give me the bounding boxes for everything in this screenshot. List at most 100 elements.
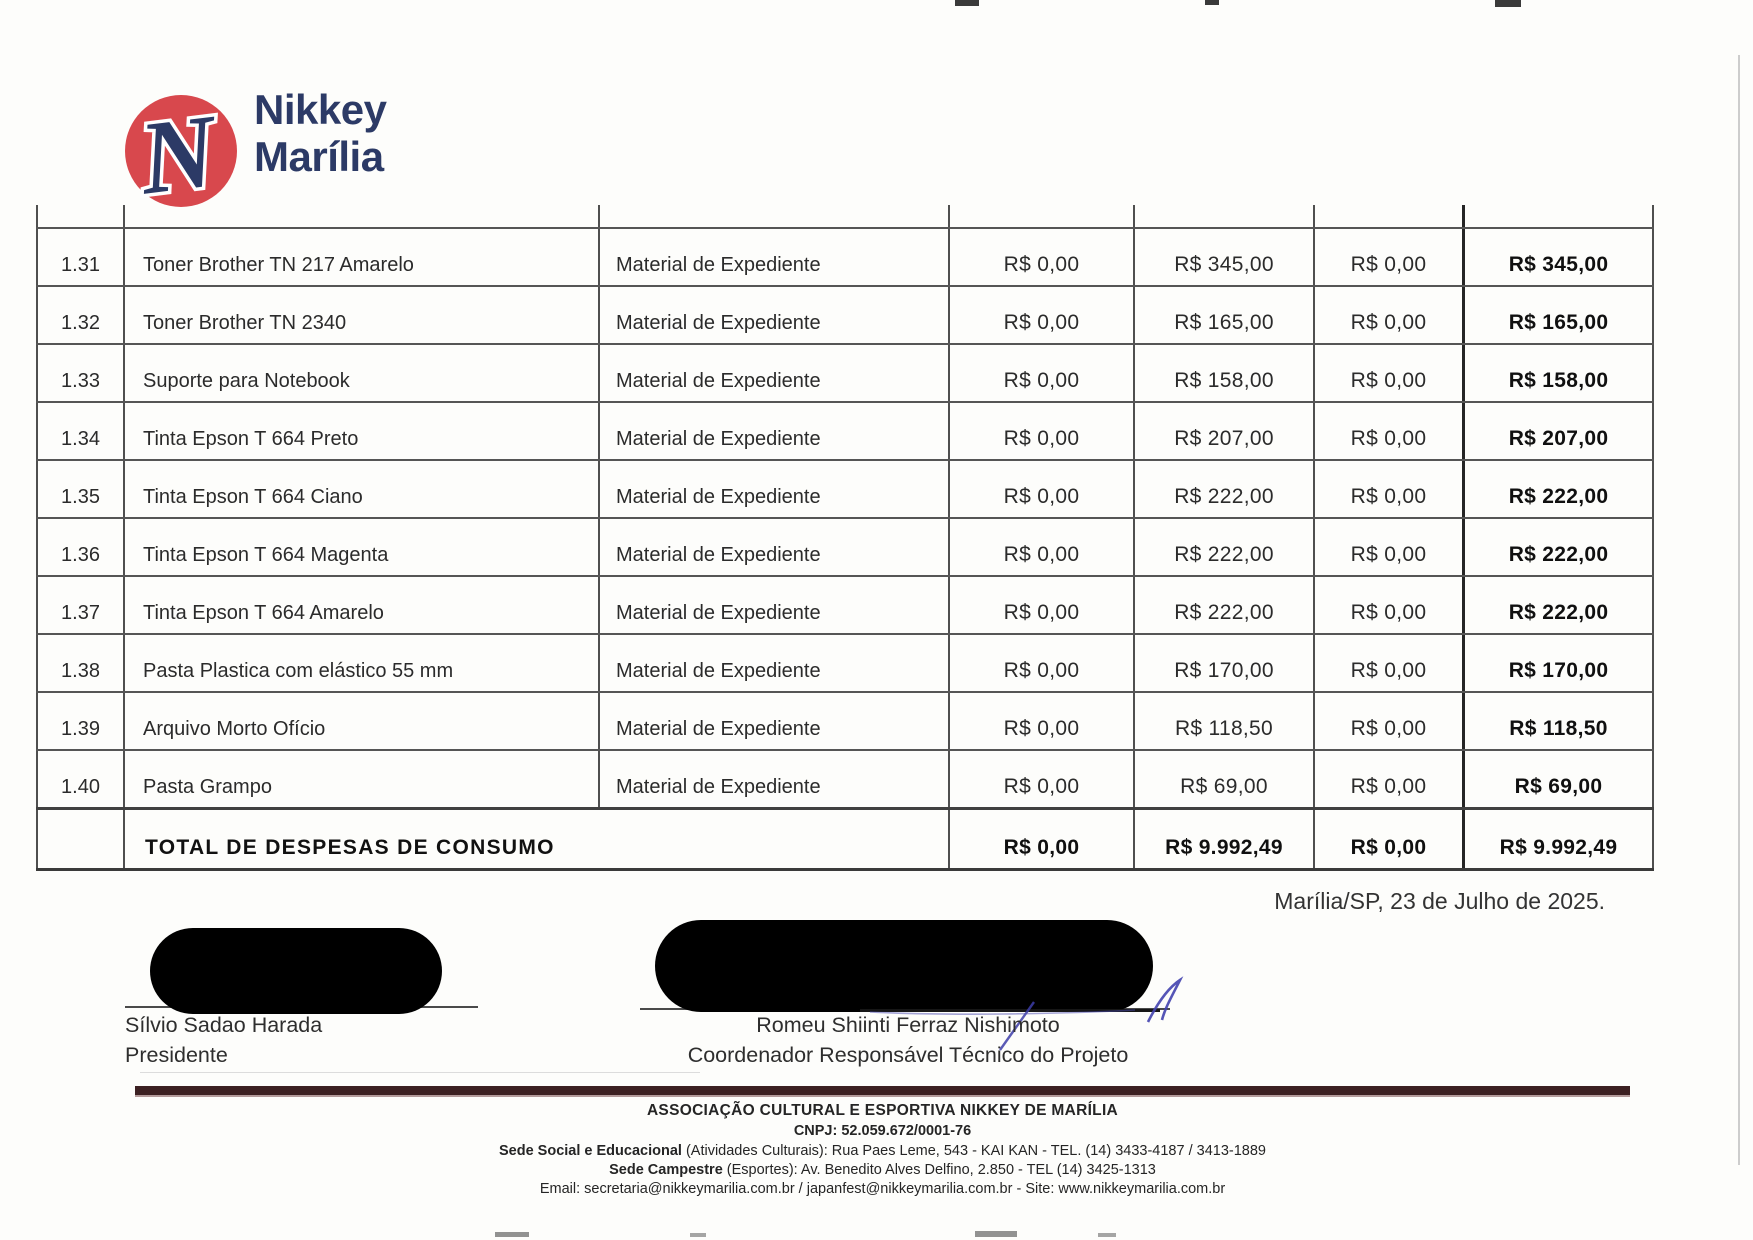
item-total-cell: R$ 170,00: [1465, 635, 1654, 691]
footer-faint-line: [140, 1072, 700, 1073]
item-total-cell: R$ 69,00: [1465, 751, 1654, 807]
item-total-cell: R$ 222,00: [1465, 519, 1654, 575]
item-description-cell: Tinta Epson T 664 Ciano: [125, 461, 600, 517]
item-value-cell: R$ 0,00: [1315, 403, 1465, 459]
item-category-cell: Material de Expediente: [600, 519, 950, 575]
table-row: 1.40 Pasta Grampo Material de Expediente R$…: [36, 751, 1654, 810]
item-category-cell: Material de Expediente: [600, 693, 950, 749]
item-number-cell: 1.33: [36, 345, 125, 401]
total-row: TOTAL DE DESPESAS DE CONSUMO R$ 0,00 R$ …: [36, 810, 1654, 871]
item-total-cell: R$ 222,00: [1465, 461, 1654, 517]
item-number-cell: 1.34: [36, 403, 125, 459]
item-description-cell: Pasta Grampo: [125, 751, 600, 807]
item-description-cell: Tinta Epson T 664 Preto: [125, 403, 600, 459]
stub-cell: [1135, 205, 1315, 227]
stub-cell: [1315, 205, 1465, 227]
item-description-cell: Pasta Plastica com elástico 55 mm: [125, 635, 600, 691]
item-value-cell: R$ 165,00: [1135, 287, 1315, 343]
item-value-cell: R$ 222,00: [1135, 519, 1315, 575]
item-number-cell: 1.37: [36, 577, 125, 633]
table-body: 1.31 Toner Brother TN 217 Amarelo Material…: [36, 229, 1654, 810]
redacted-signature-left: [150, 928, 442, 1014]
scan-mark: [495, 1232, 529, 1237]
item-total-cell: R$ 207,00: [1465, 403, 1654, 459]
item-category-cell: Material de Expediente: [600, 345, 950, 401]
table-row: 1.35 Tinta Epson T 664 Ciano Material de E…: [36, 461, 1654, 519]
item-value-cell: R$ 0,00: [1315, 287, 1465, 343]
scan-mark: [690, 1233, 706, 1237]
total-value-cell: R$ 9.992,49: [1135, 810, 1315, 868]
item-description-cell: Tinta Epson T 664 Magenta: [125, 519, 600, 575]
item-number-cell: 1.39: [36, 693, 125, 749]
footer-separator-bar: [135, 1086, 1630, 1095]
item-category-cell: Material de Expediente: [600, 461, 950, 517]
item-category-cell: Material de Expediente: [600, 635, 950, 691]
item-category-cell: Material de Expediente: [600, 229, 950, 285]
item-number-cell: 1.35: [36, 461, 125, 517]
footer-address-campestre-text: (Esportes): Av. Benedito Alves Delfino, …: [722, 1162, 1156, 1178]
signatory-left: Sílvio Sadao Harada Presidente: [125, 1010, 322, 1070]
table-cutoff-stub-row: [36, 205, 1654, 229]
item-value-cell: R$ 0,00: [1315, 577, 1465, 633]
item-value-cell: R$ 158,00: [1135, 345, 1315, 401]
item-number-cell: 1.31: [36, 229, 125, 285]
stub-cell: [36, 205, 125, 227]
signatory-right-role: Coordenador Responsável Técnico do Proje…: [687, 1043, 1129, 1067]
item-category-cell: Material de Expediente: [600, 403, 950, 459]
expenses-table: 1.31 Toner Brother TN 217 Amarelo Material…: [36, 205, 1654, 871]
scan-mark: [955, 0, 979, 6]
item-value-cell: R$ 222,00: [1135, 461, 1315, 517]
item-total-cell: R$ 165,00: [1465, 287, 1654, 343]
item-value-cell: R$ 0,00: [950, 287, 1135, 343]
scan-edge-artifact: [1738, 55, 1740, 1165]
table-row: 1.37 Tinta Epson T 664 Amarelo Material de…: [36, 577, 1654, 635]
total-label-cell: TOTAL DE DESPESAS DE CONSUMO: [125, 810, 950, 868]
item-description-cell: Arquivo Morto Ofício: [125, 693, 600, 749]
item-value-cell: R$ 0,00: [950, 461, 1135, 517]
footer-address-social-text: (Atividades Culturais): Rua Paes Leme, 5…: [681, 1143, 1266, 1159]
signatory-right-name: Romeu Shiinti Ferraz Nishimoto: [756, 1013, 1060, 1037]
item-value-cell: R$ 69,00: [1135, 751, 1315, 807]
table-row: 1.33 Suporte para Notebook Material de Exp…: [36, 345, 1654, 403]
redacted-signature-right: [655, 920, 1153, 1012]
logo-line2: Marília: [254, 133, 384, 180]
footer-address-campestre-label: Sede Campestre: [609, 1162, 723, 1178]
nikkey-marilia-logo: N Nikkey Marília: [118, 76, 578, 216]
item-value-cell: R$ 0,00: [950, 751, 1135, 807]
footer-org-name: ASSOCIAÇÃO CULTURAL E ESPORTIVA NIKKEY D…: [646, 1102, 1119, 1119]
stub-cell: [950, 205, 1135, 227]
scan-mark: [1205, 0, 1219, 5]
item-value-cell: R$ 0,00: [1315, 751, 1465, 807]
item-number-cell: 1.32: [36, 287, 125, 343]
item-description-cell: Suporte para Notebook: [125, 345, 600, 401]
item-value-cell: R$ 0,00: [950, 635, 1135, 691]
item-value-cell: R$ 0,00: [1315, 693, 1465, 749]
table-row: 1.32 Toner Brother TN 2340 Material de Exp…: [36, 287, 1654, 345]
logo-wordmark: Nikkey Marília: [254, 86, 387, 180]
footer-contacts: Email: secretaria@nikkeymarilia.com.br /…: [539, 1181, 1226, 1197]
signatory-left-role: Presidente: [125, 1043, 228, 1067]
table-row: 1.38 Pasta Plastica com elástico 55 mm Mat…: [36, 635, 1654, 693]
item-total-cell: R$ 118,50: [1465, 693, 1654, 749]
item-value-cell: R$ 207,00: [1135, 403, 1315, 459]
item-description-cell: Toner Brother TN 217 Amarelo: [125, 229, 600, 285]
footer: ASSOCIAÇÃO CULTURAL E ESPORTIVA NIKKEY D…: [135, 1102, 1630, 1200]
table-row: 1.34 Tinta Epson T 664 Preto Material de E…: [36, 403, 1654, 461]
item-category-cell: Material de Expediente: [600, 287, 950, 343]
footer-cnpj: CNPJ: 52.059.672/0001-76: [793, 1123, 972, 1139]
footer-address-social-label: Sede Social e Educacional: [498, 1143, 682, 1159]
item-value-cell: R$ 222,00: [1135, 577, 1315, 633]
item-value-cell: R$ 170,00: [1135, 635, 1315, 691]
item-value-cell: R$ 0,00: [1315, 229, 1465, 285]
total-value-cell: R$ 0,00: [950, 810, 1135, 868]
stub-cell: [125, 205, 600, 227]
signatory-left-name: Sílvio Sadao Harada: [125, 1013, 323, 1037]
item-number-cell: 1.40: [36, 751, 125, 807]
item-total-cell: R$ 158,00: [1465, 345, 1654, 401]
item-value-cell: R$ 0,00: [950, 345, 1135, 401]
item-number-cell: 1.36: [36, 519, 125, 575]
footer-address-social: Sede Social e Educacional (Atividades Cu…: [135, 1143, 1630, 1159]
stub-cell: [600, 205, 950, 227]
item-value-cell: R$ 0,00: [1315, 519, 1465, 575]
